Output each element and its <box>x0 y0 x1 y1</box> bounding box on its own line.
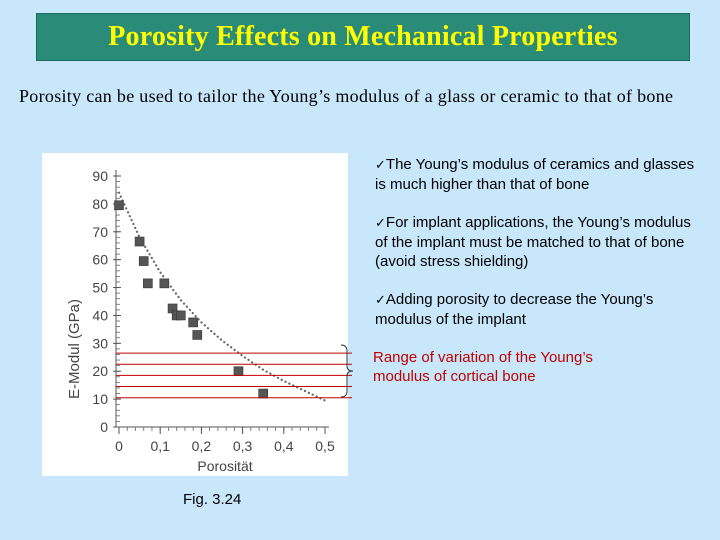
intro-text: Porosity can be used to tailor the Young… <box>19 86 674 106</box>
bullet-stiffness: ✓The Young’s modulus of ceramics and gla… <box>375 155 705 194</box>
x-tick-label: 0,3 <box>233 438 253 454</box>
x-tick-label: 0,1 <box>150 438 170 454</box>
fit-curve-line <box>117 191 327 402</box>
bullet-add-porosity: ✓Adding porosity to decrease the Young’s… <box>375 290 705 329</box>
data-point <box>159 278 170 289</box>
data-points <box>114 200 268 399</box>
data-point <box>134 236 145 247</box>
y-tick-label: 90 <box>92 168 108 184</box>
check-icon: ✓ <box>375 158 386 173</box>
bullet-implant-matching: ✓For implant applications, the Young’s m… <box>375 213 705 271</box>
bullet-text: For implant applications, the Young’s mo… <box>375 214 691 270</box>
data-point <box>258 388 268 399</box>
x-axis-label: Porosität <box>197 458 252 474</box>
slide-title-bar: Porosity Effects on Mechanical Propertie… <box>36 13 690 61</box>
check-icon: ✓ <box>375 293 386 308</box>
data-point <box>192 330 203 340</box>
chart-axes <box>115 170 329 428</box>
chart-ticks: 0 10 20 30 40 50 60 70 80 90 0 0,1 0,2 0,3 0,4 0,5 <box>92 168 335 454</box>
x-tick-label: 0 <box>115 438 123 454</box>
slide-title: Porosity Effects on Mechanical Propertie… <box>108 21 618 52</box>
x-tick-label: 0,5 <box>315 438 335 454</box>
y-tick-label: 40 <box>92 307 108 323</box>
data-point <box>188 317 198 328</box>
data-point <box>114 200 124 211</box>
figure-caption: Fig. 3.24 <box>183 491 242 508</box>
x-tick-label: 0,2 <box>192 438 212 454</box>
bullet-text: Adding porosity to decrease the Young’s … <box>375 291 654 328</box>
porosity-chart-svg: 0 10 20 30 40 50 60 70 80 90 0 0,1 0,2 0,3 0,4 0,5 E-Mo… <box>66 168 335 474</box>
porosity-chart: 0 10 20 30 40 50 60 70 80 90 0 0,1 0,2 0,3 0,4 0,5 E-Mo… <box>42 153 348 476</box>
range-annotation: Range of variation of the Young’s modulu… <box>373 349 593 385</box>
x-tick-label: 0,4 <box>274 438 294 454</box>
fit-curve <box>117 191 327 402</box>
y-tick-label: 0 <box>100 419 108 435</box>
bullet-text: The Young’s modulus of ceramics and glas… <box>375 156 695 193</box>
data-point <box>143 278 153 289</box>
y-tick-label: 30 <box>92 335 108 351</box>
data-point <box>176 310 186 321</box>
y-tick-label: 50 <box>92 280 108 296</box>
check-icon: ✓ <box>375 216 386 231</box>
y-tick-label: 60 <box>92 252 108 268</box>
y-tick-label: 10 <box>92 391 108 407</box>
y-tick-label: 80 <box>92 196 108 212</box>
y-tick-label: 20 <box>92 363 108 379</box>
y-tick-label: 70 <box>92 224 108 240</box>
y-axis-label: E-Modul (GPa) <box>66 299 83 399</box>
data-point <box>233 366 244 377</box>
data-point <box>138 256 149 266</box>
